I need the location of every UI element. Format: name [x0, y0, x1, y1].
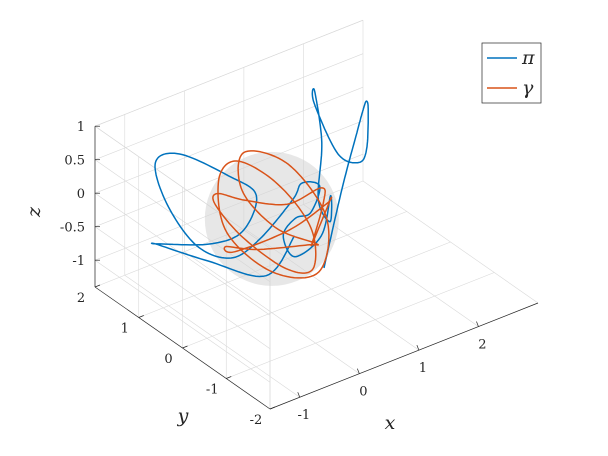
legend: π γ — [481, 42, 542, 104]
x-tick — [476, 321, 479, 327]
floor-gridline-y — [182, 241, 451, 349]
y-tick — [226, 376, 232, 379]
y-tick-label: -2 — [250, 413, 263, 428]
x-tick-label: 1 — [419, 361, 427, 376]
x-tick — [297, 392, 301, 398]
legend-box — [481, 42, 542, 104]
x-tick — [357, 368, 360, 374]
y-axis-label: y — [177, 405, 189, 427]
y-tick — [269, 406, 276, 410]
x-axis-label: x — [385, 412, 396, 434]
wall-gridline-z — [94, 53, 364, 160]
wall-gridline-z — [94, 192, 271, 316]
floor-gridline-y — [226, 272, 495, 379]
y-tick — [182, 345, 188, 349]
legend-label-pi: π — [521, 47, 535, 69]
z-axis-label: z — [23, 206, 45, 218]
wall-gridline-z — [94, 86, 364, 194]
x-tick — [416, 344, 420, 351]
series-line-pi — [150, 87, 369, 278]
z-tick-label: -0.5 — [60, 221, 85, 236]
y-tick-label: 2 — [77, 291, 85, 306]
series-layer — [150, 87, 369, 279]
panel-edge — [94, 19, 364, 127]
wall-gridline-z — [94, 259, 271, 383]
x-axis-line — [269, 302, 539, 410]
series-line-gamma — [212, 150, 333, 279]
z-tick-label: -1 — [72, 254, 85, 269]
z-tick-label: 0.5 — [64, 154, 85, 169]
z-tick-label: 0 — [77, 187, 85, 202]
x-tick-label: -1 — [297, 408, 310, 423]
x-tick-label: 0 — [359, 385, 367, 400]
y-tick — [94, 284, 101, 288]
label-layer: -1 0 1 2 -2 -1 0 1 2 -1 -0.5 0 0.5 1 — [60, 120, 487, 428]
panel-edge — [362, 180, 539, 304]
y-tick-label: -1 — [206, 383, 219, 398]
y-tick-label: 1 — [121, 322, 129, 337]
axis-layer — [94, 125, 539, 410]
z-tick-label: 1 — [77, 120, 85, 135]
legend-label-gamma: γ — [522, 77, 534, 99]
y-tick-label: 0 — [164, 352, 172, 367]
y-tick — [138, 315, 144, 318]
wall-gridline-z — [94, 226, 271, 349]
x-tick-label: 2 — [478, 338, 486, 353]
